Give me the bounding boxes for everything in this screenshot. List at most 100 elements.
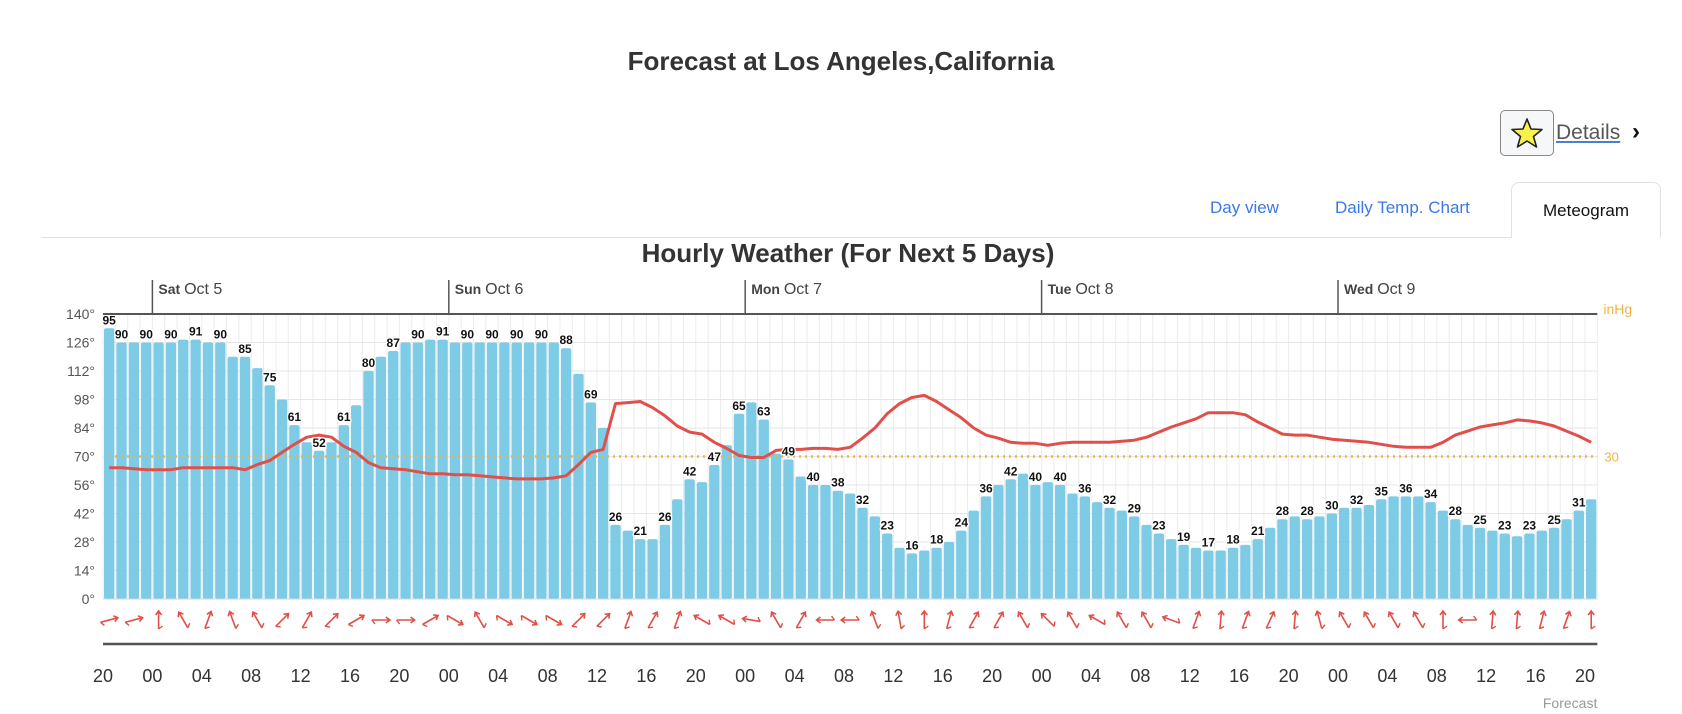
x-tick-label: 12: [883, 666, 903, 686]
bar-value-label: 90: [115, 328, 129, 342]
wind-arrow-icon: [1192, 610, 1202, 630]
wind-arrow-icon: [177, 611, 191, 629]
wind-arrow-icon: [251, 611, 265, 629]
temperature-bar: [1030, 485, 1041, 599]
tab-daily-temp-chart[interactable]: Daily Temp. Chart: [1335, 198, 1470, 217]
x-tick-label: 20: [1279, 666, 1299, 686]
wind-arrow-icon: [1513, 609, 1522, 630]
x-tick-label: 00: [142, 666, 162, 686]
bar-value-label: 90: [140, 328, 154, 342]
temperature-bar: [1376, 499, 1387, 599]
temperature-bar: [622, 530, 634, 599]
details-link[interactable]: Details: [1556, 121, 1621, 144]
temperature-bar: [931, 547, 942, 599]
temperature-bar: [1413, 496, 1424, 599]
wind-arrow-icon: [1457, 615, 1478, 624]
x-tick-label: 00: [1032, 666, 1052, 686]
x-tick-label: 00: [439, 666, 459, 686]
wind-arrow-icon: [1562, 610, 1572, 630]
temperature-bar: [684, 479, 695, 599]
bar-value-label: 32: [1103, 493, 1117, 507]
temperature-bar: [1017, 473, 1029, 599]
wind-arrow-icon: [545, 614, 563, 626]
temperature-bar: [820, 485, 831, 599]
bar-value-label: 18: [930, 533, 944, 547]
temperature-bar: [1301, 519, 1313, 599]
x-tick-label: 04: [785, 666, 805, 686]
temperature-bar: [1153, 533, 1165, 599]
x-tick-label: 04: [192, 666, 212, 686]
bar-value-label: 26: [658, 510, 672, 524]
temperature-bar: [993, 485, 1004, 599]
bar-value-label: 38: [831, 476, 845, 490]
temperature-bar: [1586, 499, 1597, 599]
wind-arrow-icon: [1265, 610, 1276, 629]
favorite-button[interactable]: [1500, 110, 1554, 156]
tab-day-view[interactable]: Day view: [1210, 198, 1279, 217]
wind-arrow-icon: [968, 611, 980, 629]
x-tick-label: 20: [1575, 666, 1595, 686]
bar-value-label: 75: [263, 370, 277, 384]
temperature-bar: [1524, 533, 1535, 599]
wind-arrow-icon: [673, 610, 683, 630]
temperature-bar: [857, 507, 868, 599]
temperature-bar: [1042, 482, 1053, 599]
wind-arrow-icon: [154, 609, 164, 630]
tab-meteogram[interactable]: Meteogram: [1511, 182, 1661, 238]
day-label: Wed Oct 9: [1344, 281, 1416, 298]
wind-arrow-icon: [770, 611, 784, 629]
temperature-bar: [1326, 513, 1337, 599]
temperature-bar: [956, 530, 967, 599]
x-tick-label: 04: [488, 666, 508, 686]
temperature-bar: [770, 453, 782, 599]
wind-arrow-icon: [1489, 609, 1497, 630]
temperature-bar: [807, 485, 819, 599]
temperature-bar: [1536, 530, 1547, 599]
wind-arrow-icon: [124, 615, 144, 626]
temperature-bar: [560, 348, 572, 599]
x-tick-label: 00: [1328, 666, 1348, 686]
temperature-bar: [1548, 527, 1560, 599]
bar-value-label: 63: [757, 404, 771, 418]
temperature-bar: [1289, 516, 1300, 599]
y-tick-label: 28°: [74, 534, 95, 550]
y-tick-label: 0°: [82, 591, 95, 607]
temperature-bar: [906, 553, 918, 599]
temperature-bar: [264, 385, 275, 599]
wind-arrow-icon: [348, 614, 366, 628]
chart-credit: Forecast: [1543, 695, 1598, 711]
wind-arrow-icon: [1538, 610, 1547, 630]
temperature-bar: [943, 542, 955, 599]
day-label: Sun Oct 6: [455, 281, 524, 298]
temperature-bar: [1227, 547, 1239, 599]
y2-tick-label: 30: [1604, 450, 1618, 465]
bar-value-label: 65: [732, 399, 746, 413]
bar-value-label: 18: [1226, 533, 1240, 547]
chevron-right-icon[interactable]: ›: [1632, 118, 1640, 145]
bar-value-label: 29: [1128, 501, 1142, 515]
y-tick-label: 98°: [74, 392, 95, 408]
bar-value-label: 25: [1473, 513, 1487, 527]
temperature-bar: [968, 510, 979, 599]
wind-arrow-icon: [895, 609, 906, 630]
temperature-bar: [511, 342, 522, 599]
wind-arrow-icon: [717, 614, 736, 626]
bar-value-label: 90: [485, 328, 499, 342]
bar-value-label: 17: [1202, 536, 1216, 550]
temperature-bar: [598, 428, 609, 599]
wind-arrow-icon: [1387, 611, 1401, 629]
wind-arrow-icon: [795, 611, 807, 629]
wind-arrow-icon: [1017, 611, 1031, 629]
wind-arrow-icon: [275, 612, 290, 628]
day-of-week: Mon: [751, 281, 784, 297]
temperature-bar: [351, 405, 362, 599]
day-of-week: Tue: [1048, 281, 1076, 297]
bar-value-label: 90: [411, 328, 425, 342]
temperature-bar: [980, 496, 992, 599]
temperature-bar: [1314, 516, 1325, 599]
bar-value-label: 42: [1004, 464, 1018, 478]
temperature-bar: [375, 356, 387, 599]
wind-arrow-icon: [839, 615, 860, 624]
wind-arrow-icon: [324, 612, 339, 628]
